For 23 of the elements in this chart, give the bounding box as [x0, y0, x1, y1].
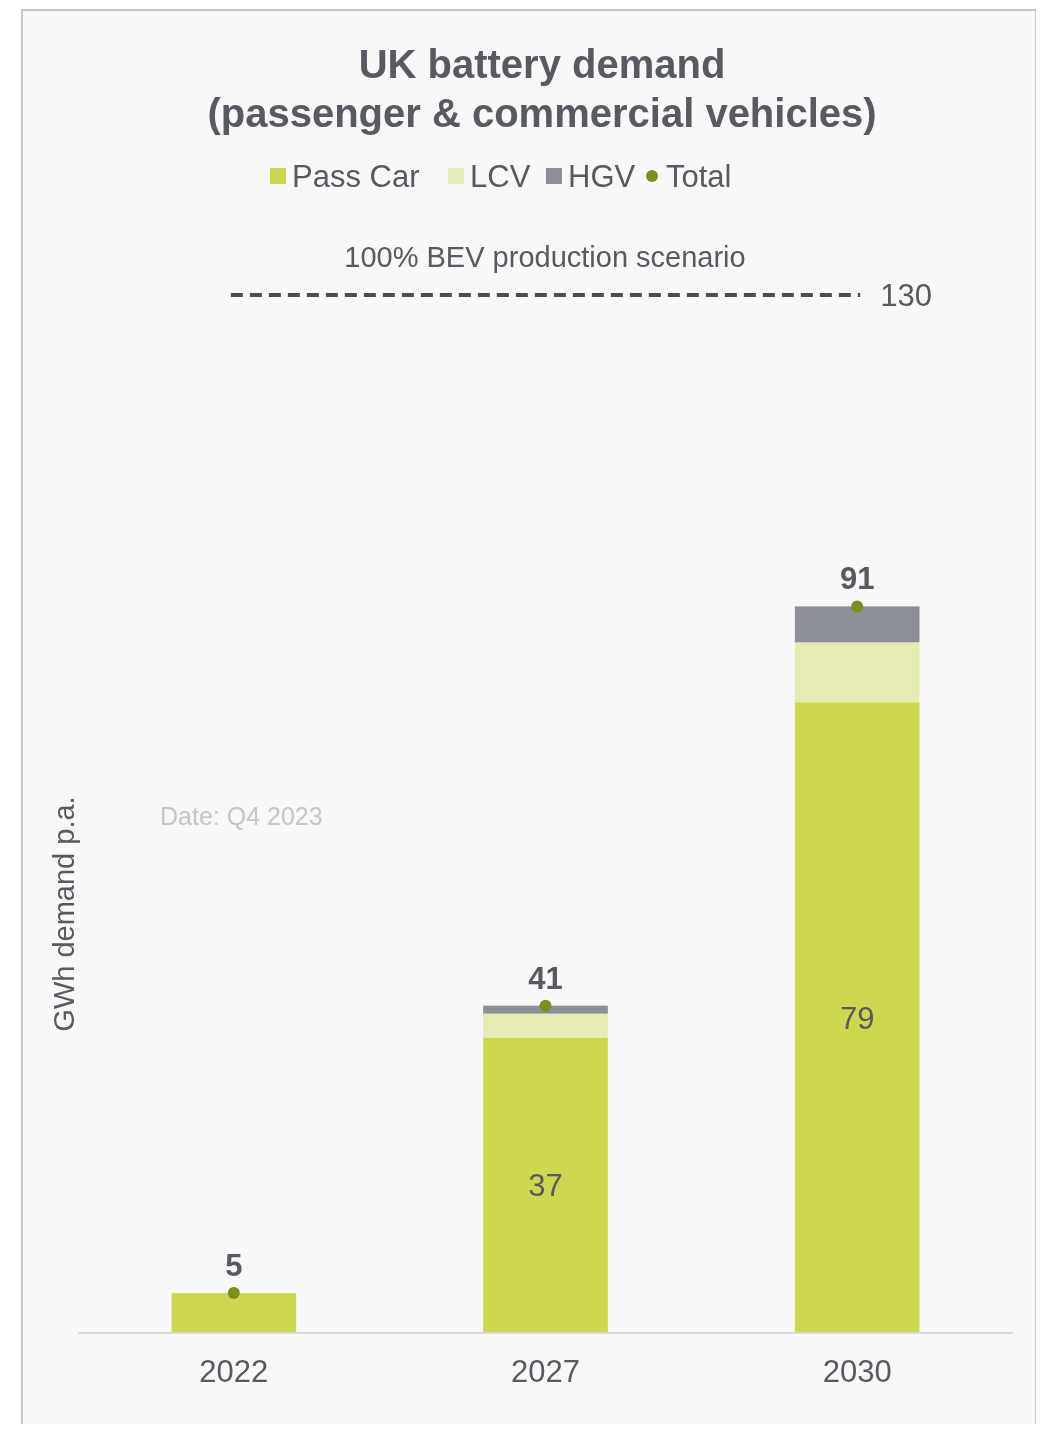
- data-label: 41: [528, 960, 563, 996]
- bar: [483, 1005, 608, 1014]
- bar: [483, 1013, 608, 1038]
- data-label: 5: [225, 1248, 243, 1284]
- data-label: 91: [839, 561, 875, 597]
- bar: [794, 642, 920, 703]
- x-tick-label: 2022: [199, 1354, 269, 1389]
- data-label: 79: [839, 1000, 875, 1036]
- bar: [794, 702, 920, 1333]
- legend-label: HGV: [568, 159, 636, 194]
- legend-label: Pass Car: [292, 159, 420, 194]
- bar: [483, 1037, 608, 1333]
- legend-label: LCV: [470, 159, 531, 194]
- data-label: 37: [528, 1168, 563, 1204]
- bar: [794, 606, 920, 643]
- x-tick-label: 2030: [822, 1354, 892, 1389]
- bar: [171, 1293, 297, 1333]
- text: UK battery demand (passenger & commercial vehicles): [207, 42, 877, 135]
- legend-label: Total: [666, 159, 732, 194]
- ref-line-label: 130: [880, 278, 932, 313]
- annotation: 100% BEV production scenario: [344, 241, 746, 273]
- y-axis-title: GWh demand p.a.: [48, 796, 80, 1032]
- x-tick-label: 2027: [511, 1354, 580, 1389]
